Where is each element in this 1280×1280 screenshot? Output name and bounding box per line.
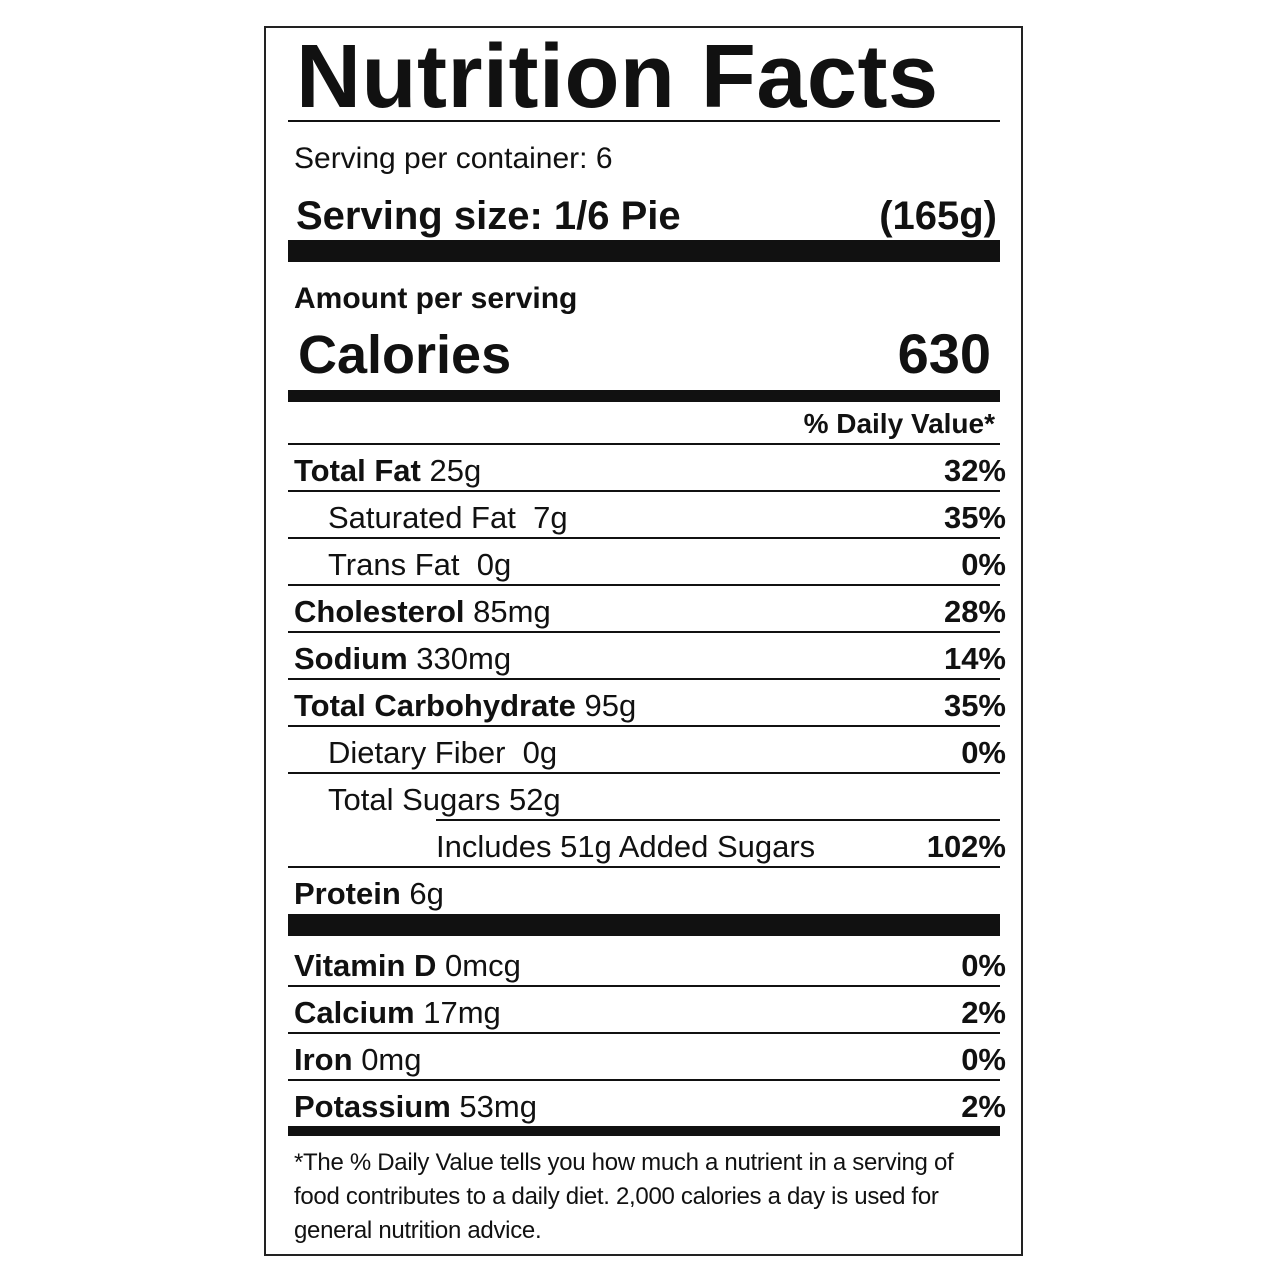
nutrient-dv: 32%: [943, 453, 1006, 488]
daily-value-header: % Daily Value*: [803, 408, 995, 439]
nutrient-dv: 28%: [943, 594, 1006, 629]
nutrient-row-cholesterol: Cholesterol 85mg 28%: [288, 586, 1006, 633]
row-divider: [288, 490, 1000, 492]
title-rule: [288, 120, 1000, 122]
row-divider: [288, 537, 1000, 539]
vitamin-dv: 2%: [961, 1089, 1006, 1124]
nutrient-name: Includes 51g Added Sugars: [436, 829, 816, 864]
nutrient-dv: 102%: [926, 829, 1006, 864]
vitamin-dv: 2%: [961, 995, 1006, 1030]
row-divider: [288, 678, 1000, 680]
calories-value: 630: [897, 322, 991, 385]
row-divider: [288, 985, 1000, 987]
nutrient-name: Cholesterol: [294, 594, 465, 629]
servings-per-container: Serving per container: 6: [294, 142, 613, 175]
calories-label: Calories: [298, 325, 512, 385]
label-title: Nutrition Facts: [296, 27, 939, 127]
nutrient-amount: 85mg: [473, 594, 551, 629]
vitamin-dv: 0%: [961, 1042, 1006, 1077]
footnote-thick-rule: [288, 1126, 1000, 1136]
nutrient-amount: 25g: [429, 453, 482, 488]
row-divider: [288, 725, 1000, 727]
row-divider: [288, 1032, 1000, 1034]
nutrient-dv: 35%: [943, 500, 1006, 535]
nutrient-row-trans-fat: Trans Fat 0g 0%: [288, 539, 1006, 586]
nutrient-name: Saturated Fat: [328, 500, 516, 535]
row-divider: [288, 584, 1000, 586]
nutrient-amount: 6g: [409, 876, 444, 911]
vitamin-row-vitamin-d: Vitamin D 0mcg 0%: [288, 940, 1006, 987]
vitamin-amount: 0mg: [361, 1042, 422, 1077]
nutrient-dv: 0%: [961, 547, 1006, 582]
nutrient-row-total-carbohydrate: Total Carbohydrate 95g 35%: [288, 680, 1006, 727]
nutrient-row-total-fat: Total Fat 25g 32%: [288, 445, 1006, 492]
nutrient-row-dietary-fiber: Dietary Fiber 0g 0%: [288, 727, 1006, 774]
vitamin-row-iron: Iron 0mg 0%: [288, 1034, 1006, 1081]
vitamin-amount: 0mcg: [445, 948, 521, 983]
nutrition-label: Nutrition Facts Serving per container: 6…: [264, 26, 1023, 1256]
row-divider: [288, 772, 1000, 774]
serving-thick-rule: [288, 240, 1000, 262]
calories-thick-rule: [288, 390, 1000, 402]
nutrient-name: Total Carbohydrate: [294, 688, 576, 723]
row-divider: [288, 1079, 1000, 1081]
nutrient-dv: 35%: [943, 688, 1006, 723]
vitamin-dv: 0%: [961, 948, 1006, 983]
row-divider: [288, 631, 1000, 633]
serving-size-label: Serving size: 1/6 Pie: [296, 194, 681, 238]
nutrient-row-total-sugars: Total Sugars 52g: [288, 774, 1000, 821]
vitamin-name: Calcium: [294, 995, 415, 1030]
vitamin-row-calcium: Calcium 17mg 2%: [288, 987, 1006, 1034]
amount-per-serving: Amount per serving: [294, 282, 578, 315]
daily-value-rule: [288, 443, 1000, 445]
nutrient-amount: 0g: [522, 735, 558, 770]
footnote: *The % Daily Value tells you how much a …: [294, 1149, 954, 1244]
nutrient-dv: 0%: [961, 735, 1006, 770]
vitamin-amount: 17mg: [423, 995, 501, 1030]
protein-thick-rule: [288, 914, 1000, 936]
nutrient-amount: 330mg: [416, 641, 512, 676]
vitamin-name: Vitamin D: [294, 948, 437, 983]
nutrient-amount: 52g: [508, 782, 561, 817]
vitamin-name: Potassium: [294, 1089, 451, 1124]
nutrient-name: Sodium: [294, 641, 408, 676]
vitamin-row-potassium: Potassium 53mg 2%: [288, 1081, 1006, 1128]
nutrient-name: Total Fat: [294, 453, 421, 488]
vitamin-name: Iron: [294, 1042, 353, 1077]
nutrient-name: Total Sugars: [328, 782, 501, 817]
row-divider: [436, 819, 1000, 821]
nutrient-row-sodium: Sodium 330mg 14%: [288, 633, 1006, 680]
nutrient-row-saturated-fat: Saturated Fat 7g 35%: [288, 492, 1006, 539]
nutrient-amount: 95g: [584, 688, 637, 723]
nutrient-name: Trans Fat: [328, 547, 460, 582]
nutrient-row-added-sugars: Includes 51g Added Sugars 102%: [288, 821, 1006, 868]
row-divider: [288, 866, 1000, 868]
nutrient-name: Protein: [294, 876, 401, 911]
nutrient-amount: 0g: [476, 547, 512, 582]
serving-size-grams: (165g): [879, 194, 997, 238]
nutrient-amount: 7g: [533, 500, 568, 535]
nutrient-row-protein: Protein 6g: [288, 868, 1000, 915]
nutrient-dv: 14%: [943, 641, 1006, 676]
nutrient-name: Dietary Fiber: [328, 735, 506, 770]
vitamin-amount: 53mg: [459, 1089, 537, 1124]
